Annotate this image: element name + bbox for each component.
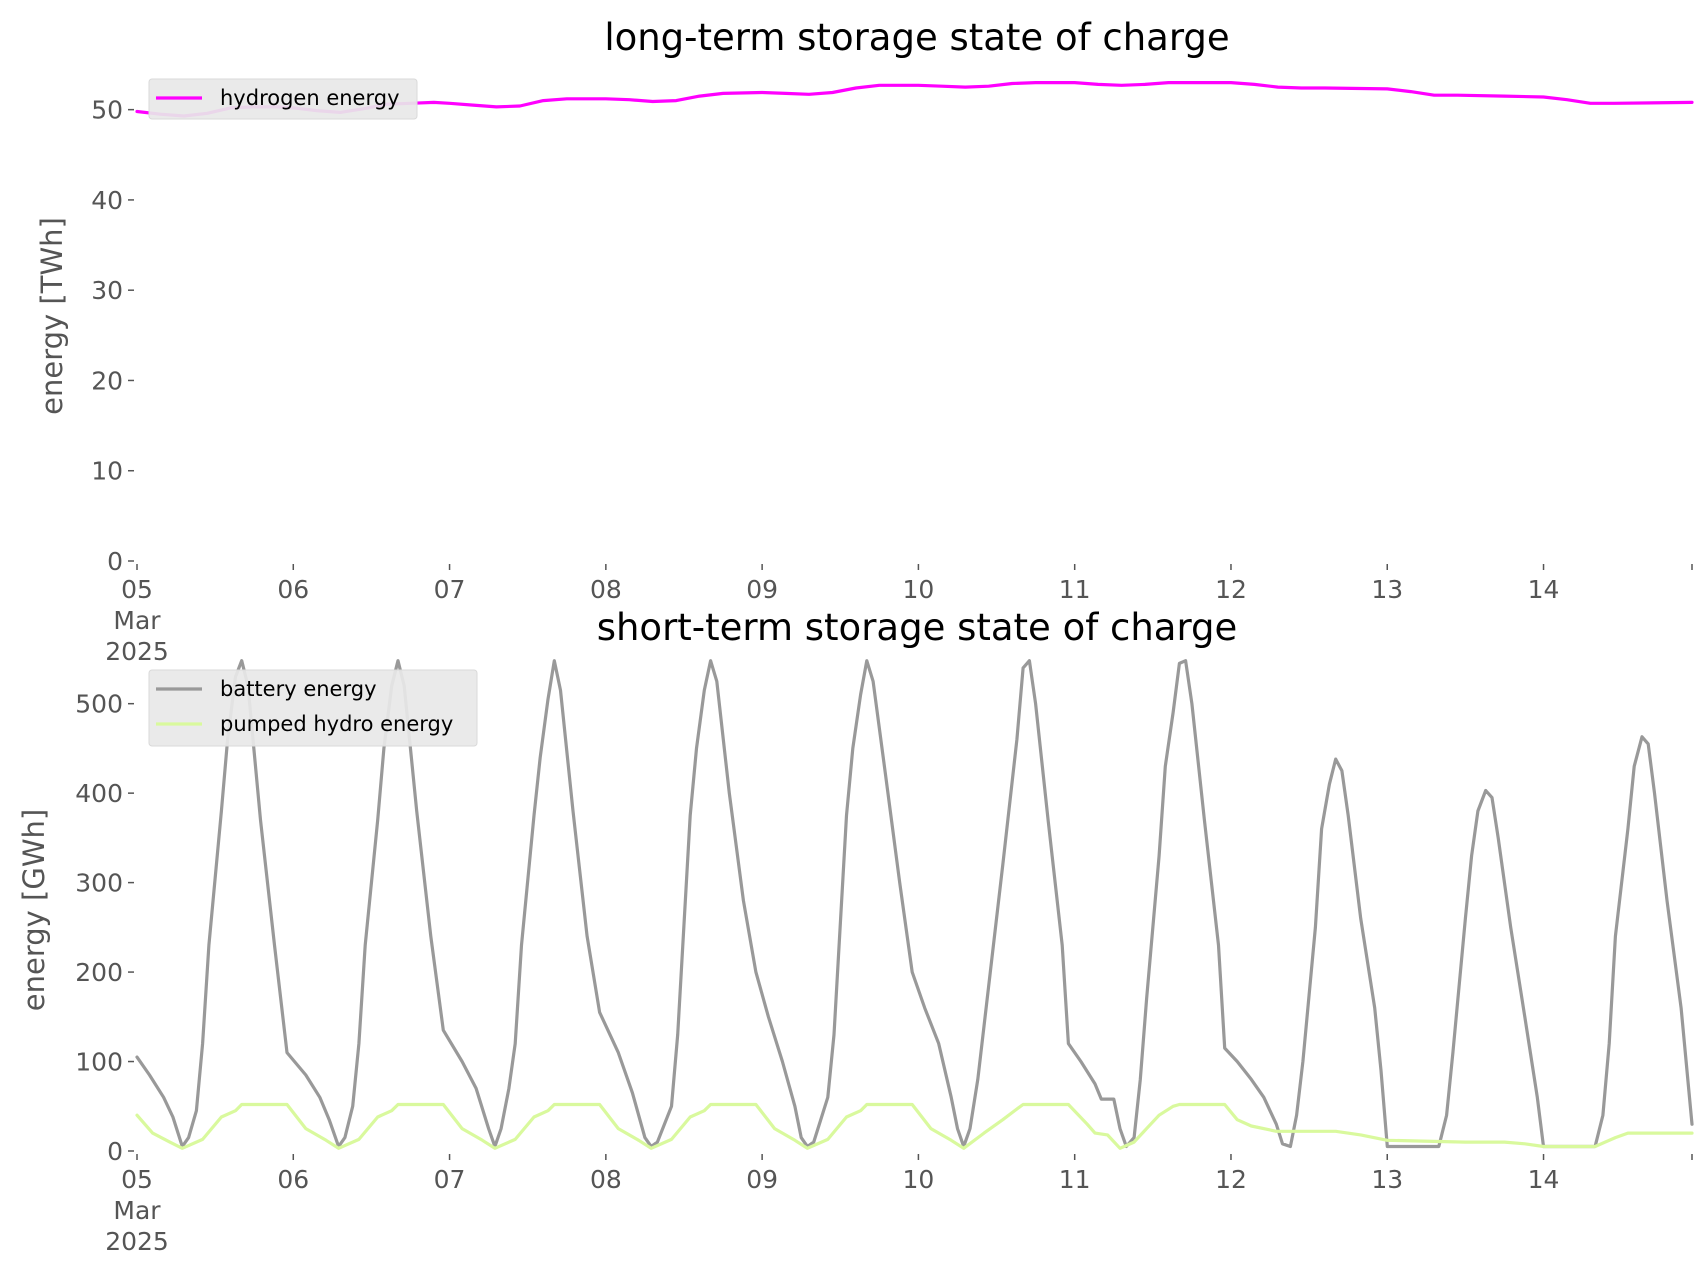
x-tick-label: 09 [746, 1165, 778, 1194]
x-tick-label: 2025 [105, 1227, 169, 1256]
series-line-pumped-hydro-energy [135, 1102, 1694, 1150]
x-tick-label: 14 [1528, 575, 1560, 604]
x-tick-label: Mar [113, 606, 161, 635]
long-term-storage-chart: long-term storage state of charge energy… [35, 16, 1694, 666]
legend-label: pumped hydro energy [220, 712, 453, 736]
x-tick-label: 10 [903, 575, 935, 604]
chart-title: short-term storage state of charge [597, 606, 1238, 649]
legend-label: hydrogen energy [220, 86, 400, 110]
y-axis-label: energy [TWh] [35, 217, 69, 415]
y-tick-label: 50 [91, 96, 123, 125]
short-term-storage-chart: short-term storage state of charge energ… [17, 606, 1694, 1256]
y-tick-label: 20 [91, 366, 123, 395]
x-tick-label: 06 [277, 575, 309, 604]
x-tick-label: 2025 [105, 637, 169, 666]
y-axis-ticks: 0 10 20 30 40 50 [91, 96, 134, 576]
x-tick-label: 11 [1059, 575, 1091, 604]
legend-label: battery energy [220, 677, 377, 701]
y-tick-label: 400 [75, 779, 123, 808]
x-tick-label: 07 [434, 575, 466, 604]
y-tick-label: 500 [75, 690, 123, 719]
y-tick-label: 10 [91, 457, 123, 486]
legend-box [148, 78, 418, 120]
y-axis-ticks: 0 100 200 300 400 500 [75, 690, 134, 1166]
y-tick-label: 40 [91, 186, 123, 215]
x-tick-label: 12 [1215, 1165, 1247, 1194]
chart-title: long-term storage state of charge [604, 16, 1229, 59]
legend-box [148, 669, 478, 747]
x-tick-label: 10 [903, 1165, 935, 1194]
x-tick-label: 11 [1059, 1165, 1091, 1194]
x-tick-label: 08 [590, 575, 622, 604]
y-tick-label: 0 [107, 1137, 123, 1166]
x-tick-label: 08 [590, 1165, 622, 1194]
y-axis-label: energy [GWh] [17, 809, 51, 1011]
y-tick-label: 300 [75, 869, 123, 898]
x-tick-label: 09 [746, 575, 778, 604]
y-tick-label: 30 [91, 276, 123, 305]
x-tick-label: 13 [1371, 1165, 1403, 1194]
legend: hydrogen energy [148, 78, 418, 120]
x-tick-label: Mar [113, 1196, 161, 1225]
x-tick-label: 05 [121, 575, 153, 604]
x-tick-label: 14 [1528, 1165, 1560, 1194]
x-tick-label: 07 [434, 1165, 466, 1194]
y-tick-label: 200 [75, 958, 123, 987]
legend: battery energy pumped hydro energy [148, 669, 478, 747]
x-tick-label: 12 [1215, 575, 1247, 604]
x-tick-label: 05 [121, 1165, 153, 1194]
x-tick-label: 06 [277, 1165, 309, 1194]
y-tick-label: 100 [75, 1048, 123, 1077]
x-tick-label: 13 [1371, 575, 1403, 604]
y-tick-label: 0 [107, 547, 123, 576]
